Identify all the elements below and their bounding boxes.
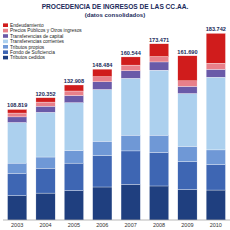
bar-segment <box>121 184 140 220</box>
bar-segment <box>64 91 83 96</box>
bar-segment <box>121 71 140 79</box>
bar-segment <box>93 155 112 186</box>
chart: PROCEDENCIA DE INGRESOS DE LAS CC.AA. (da… <box>0 0 230 230</box>
legend-swatch <box>3 34 8 38</box>
bar-segment <box>36 98 55 102</box>
bar-segment <box>206 69 225 77</box>
bar-segment <box>178 86 197 93</box>
x-axis <box>3 220 230 221</box>
x-tick-label: 2006 <box>96 222 108 228</box>
bar-segment <box>93 89 112 141</box>
bar-segment <box>121 151 140 185</box>
bar-segment <box>64 103 83 151</box>
bar-segment <box>8 122 27 163</box>
legend-swatch <box>3 40 8 44</box>
bar-segment <box>93 77 112 82</box>
legend-label: Tributos propios <box>10 45 45 50</box>
x-tick-label: 2008 <box>153 222 165 228</box>
bar-segment <box>121 65 140 71</box>
bar-segment <box>206 77 225 150</box>
legend-swatch <box>3 50 8 54</box>
total-label: 148.484 <box>92 62 113 68</box>
bar-segment <box>64 150 83 163</box>
bar-segment <box>149 152 168 186</box>
legend-label: Endeudamiento <box>10 23 44 28</box>
legend-label: Tributos cedidos <box>10 55 46 60</box>
legend-swatch <box>3 23 8 27</box>
bar-segment <box>178 162 197 190</box>
bar-segment <box>121 135 140 151</box>
bar-segment <box>206 150 225 165</box>
bar-segment <box>121 78 140 135</box>
legend: EndeudamientoPrecios Públicos y Otros in… <box>3 23 82 60</box>
bar-segment <box>64 191 83 220</box>
bar-segment <box>93 69 112 77</box>
subtitle: (datos consolidados) <box>85 12 145 18</box>
x-tick-label: 2004 <box>39 222 51 228</box>
bar-segment <box>8 113 27 117</box>
bars <box>8 33 226 220</box>
bar-segment <box>36 102 55 106</box>
bar-segment <box>178 146 197 161</box>
bar-segment <box>149 62 168 70</box>
legend-swatch <box>3 29 8 33</box>
x-tick-label: 2003 <box>11 222 23 228</box>
bar-segment <box>149 57 168 62</box>
bar-segment <box>8 173 27 195</box>
legend-label: Transferencias de capital <box>10 34 63 39</box>
x-tick-label: 2010 <box>210 222 222 228</box>
bar-segment <box>8 163 27 173</box>
bar-segment <box>206 33 225 63</box>
legend-label: Precios Públicos y Otros ingresos <box>10 28 82 33</box>
bar-segment <box>206 63 225 69</box>
bar-segment <box>149 186 168 220</box>
bar-segment <box>36 106 55 112</box>
total-label: 161.690 <box>177 49 197 55</box>
total-label: 120.352 <box>35 91 55 97</box>
bar-segment <box>8 196 27 220</box>
bar-segment <box>206 190 225 220</box>
bar-segment <box>178 190 197 220</box>
title: PROCEDENCIA DE INGRESOS DE LAS CC.AA. <box>42 3 189 10</box>
bar-segment <box>36 168 55 193</box>
bar-segment <box>178 81 197 87</box>
bar-segment <box>36 193 55 220</box>
bar-segment <box>206 165 225 190</box>
x-tick-label: 2005 <box>68 222 80 228</box>
x-tick-label: 2009 <box>181 222 193 228</box>
bar-segment <box>93 82 112 90</box>
legend-swatch <box>3 45 8 49</box>
bar-segment <box>149 135 168 152</box>
bar-segment <box>178 56 197 81</box>
bar-segment <box>64 96 83 103</box>
total-label: 160.544 <box>121 50 142 56</box>
bar-segment <box>93 187 112 220</box>
total-label: 173.471 <box>149 37 169 43</box>
total-label: 132.908 <box>64 78 84 84</box>
bar-segment <box>36 112 55 157</box>
legend-label: Transferencias corrientes <box>10 39 65 44</box>
total-label: 183.742 <box>206 26 226 32</box>
bar-segment <box>178 94 197 147</box>
bar-segment <box>149 44 168 57</box>
legend-swatch <box>3 56 8 60</box>
bar-segment <box>36 157 55 168</box>
bar-segment <box>64 163 83 190</box>
legend-label: Fondo de Suficiencia <box>10 50 55 55</box>
x-tick-label: 2007 <box>125 222 137 228</box>
total-label: 108.819 <box>7 102 27 108</box>
bar-segment <box>8 109 27 113</box>
bar-segment <box>121 57 140 65</box>
bar-segment <box>149 70 168 135</box>
bar-segment <box>64 85 83 91</box>
bar-segment <box>93 141 112 155</box>
bar-segment <box>8 117 27 123</box>
